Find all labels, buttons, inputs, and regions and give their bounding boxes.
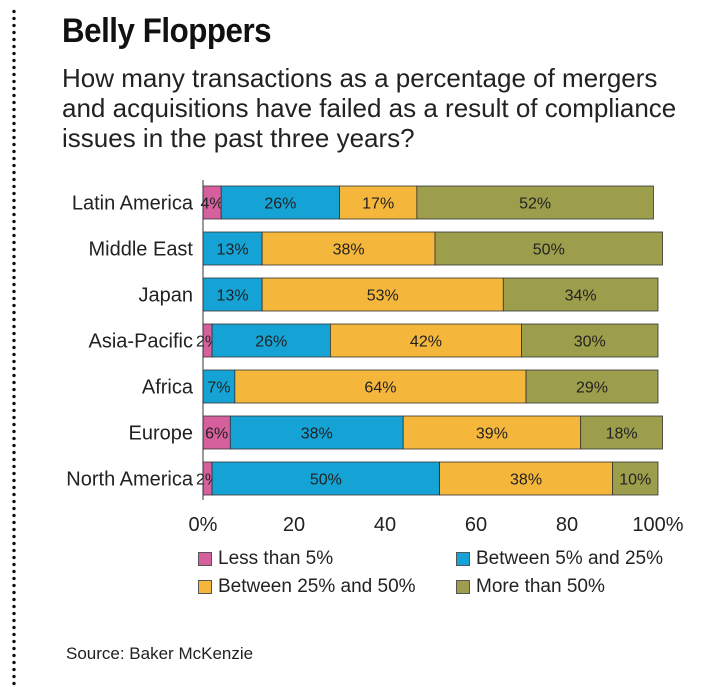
- legend-label: Less than 5%: [218, 548, 334, 569]
- bar-segment: [439, 461, 613, 496]
- bar-segment: [521, 323, 659, 358]
- bar-segment: [202, 415, 231, 450]
- data-label: 29%: [576, 380, 608, 397]
- category-label: Latin America: [72, 193, 194, 215]
- data-label: 38%: [301, 426, 333, 443]
- data-label: 38%: [333, 242, 365, 259]
- data-label: 18%: [606, 426, 638, 443]
- bar-segment: [525, 369, 659, 404]
- bar-segment: [229, 415, 404, 450]
- legend-label: More than 50%: [476, 576, 605, 597]
- x-tick-label: 40: [374, 514, 396, 536]
- x-tick-label: 60: [465, 514, 487, 536]
- x-tick-label: 100%: [632, 514, 683, 536]
- legend-label: Between 5% and 25%: [476, 548, 663, 569]
- bar-segment: [211, 461, 441, 496]
- legend-swatch: [198, 552, 212, 566]
- bar-segment: [402, 415, 582, 450]
- bar-segment: [612, 461, 659, 496]
- legend-swatch: [456, 580, 470, 594]
- bar-segment: [234, 369, 527, 404]
- data-label: 26%: [255, 334, 287, 351]
- data-label: 17%: [362, 196, 394, 213]
- data-label: 4%: [201, 196, 224, 213]
- data-label: 39%: [476, 426, 508, 443]
- source-note: Source: Baker McKenzie: [66, 644, 254, 663]
- category-label: Middle East: [89, 239, 194, 261]
- legend-item: Between 5% and 25%: [456, 548, 663, 570]
- bar-segment: [202, 231, 263, 266]
- category-label: Asia-Pacific: [89, 331, 193, 353]
- data-label: 42%: [410, 334, 442, 351]
- legend-item: More than 50%: [456, 576, 605, 598]
- bar-segment: [211, 323, 331, 358]
- legend-item: Less than 5%: [198, 548, 333, 570]
- data-label: 53%: [367, 288, 399, 305]
- data-label: 34%: [565, 288, 597, 305]
- data-label: 50%: [533, 242, 565, 259]
- chart-subtitle: How many transactions as a percentage of…: [62, 63, 677, 153]
- data-label: 30%: [574, 334, 606, 351]
- bar-segment: [261, 277, 504, 312]
- x-tick-label: 20: [283, 514, 305, 536]
- data-label: 7%: [207, 380, 230, 397]
- data-label: 26%: [264, 196, 296, 213]
- category-label: North America: [66, 469, 194, 491]
- bar-segment: [220, 185, 340, 220]
- category-label: Japan: [139, 285, 194, 307]
- data-label: 6%: [205, 426, 228, 443]
- bar-segment: [580, 415, 663, 450]
- bar-segment: [434, 231, 663, 266]
- data-label: 10%: [619, 472, 651, 489]
- category-label: Europe: [129, 423, 194, 445]
- chart-title: Belly Floppers: [62, 12, 272, 50]
- bar-segment: [202, 369, 236, 404]
- legend-item: Between 25% and 50%: [198, 576, 416, 598]
- dotted-border: [10, 8, 18, 688]
- category-label: Africa: [142, 377, 194, 399]
- data-label: 64%: [364, 380, 396, 397]
- data-label: 13%: [217, 288, 249, 305]
- legend-label: Between 25% and 50%: [218, 576, 416, 597]
- bar-segment: [261, 231, 436, 266]
- bar-segment: [416, 185, 654, 220]
- data-label: 13%: [217, 242, 249, 259]
- legend-swatch: [198, 580, 212, 594]
- data-label: 50%: [310, 472, 342, 489]
- bar-segment: [502, 277, 659, 312]
- data-label: 38%: [510, 472, 542, 489]
- x-tick-label: 80: [556, 514, 578, 536]
- x-tick-label: 0%: [189, 514, 218, 536]
- legend-swatch: [456, 552, 470, 566]
- data-label: 52%: [519, 196, 551, 213]
- stacked-bar-chart: Latin America 4% 26% 17% 52% Middle East 13% 38…: [66, 180, 684, 536]
- bar-segment: [329, 323, 522, 358]
